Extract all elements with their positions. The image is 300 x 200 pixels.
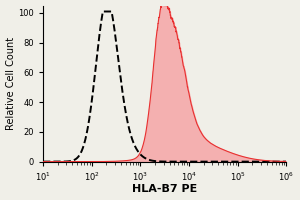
X-axis label: HLA-B7 PE: HLA-B7 PE <box>132 184 197 194</box>
Y-axis label: Relative Cell Count: Relative Cell Count <box>6 37 16 130</box>
